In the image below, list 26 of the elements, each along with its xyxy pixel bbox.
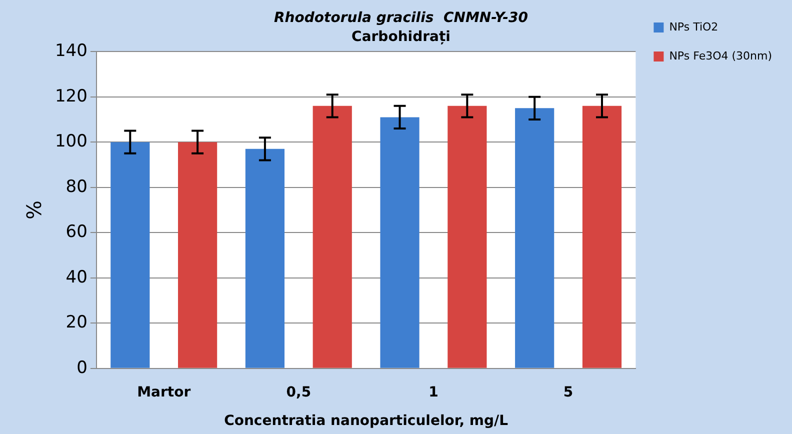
legend-label: NPs TiO2 xyxy=(669,20,718,34)
chart-subtitle: Carbohidrați xyxy=(352,28,450,45)
y-axis-title: % xyxy=(22,200,46,220)
x-tick-label: 0,5 xyxy=(286,384,312,400)
y-tick-label: 120 xyxy=(54,86,88,106)
legend-label: NPs Fe3O4 (30nm) xyxy=(669,49,772,62)
bar xyxy=(178,142,218,368)
x-tick-label: 1 xyxy=(428,384,438,400)
y-tick-label: 140 xyxy=(54,41,88,62)
y-tick-label: 40 xyxy=(66,267,88,288)
y-tick-label: 20 xyxy=(66,312,88,333)
bar xyxy=(448,106,487,368)
bar xyxy=(110,142,150,368)
y-tick-label: 0 xyxy=(76,358,88,378)
y-tick-label: 60 xyxy=(66,222,88,242)
bar xyxy=(380,117,420,368)
chart-title: Rhodotorula gracilis CNMN-Y-30 xyxy=(274,10,528,26)
y-tick-label: 80 xyxy=(66,176,88,197)
x-axis-title: Concentratia nanoparticulelor, mg/L xyxy=(224,413,508,430)
x-tick-label: Martor xyxy=(137,384,191,400)
y-tick-label: 100 xyxy=(54,132,88,152)
bar xyxy=(582,106,622,368)
bar xyxy=(515,108,554,368)
bar xyxy=(312,106,352,368)
bar xyxy=(245,148,285,368)
x-tick-label: 5 xyxy=(563,384,574,400)
